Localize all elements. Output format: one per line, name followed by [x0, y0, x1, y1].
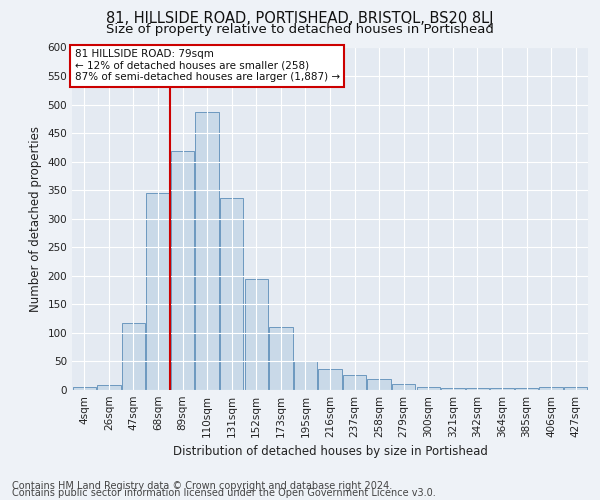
- Bar: [196, 112, 219, 390]
- Bar: [294, 362, 317, 390]
- Bar: [122, 322, 145, 390]
- Text: Contains HM Land Registry data © Crown copyright and database right 2024.: Contains HM Land Registry data © Crown c…: [12, 481, 392, 491]
- Bar: [220, 198, 244, 390]
- Bar: [319, 370, 341, 390]
- Bar: [564, 387, 587, 390]
- Bar: [245, 280, 268, 390]
- Bar: [466, 388, 489, 390]
- Y-axis label: Number of detached properties: Number of detached properties: [29, 126, 42, 312]
- Bar: [392, 384, 415, 390]
- Bar: [269, 327, 293, 390]
- X-axis label: Distribution of detached houses by size in Portishead: Distribution of detached houses by size …: [173, 446, 487, 458]
- Text: 81 HILLSIDE ROAD: 79sqm
← 12% of detached houses are smaller (258)
87% of semi-d: 81 HILLSIDE ROAD: 79sqm ← 12% of detache…: [74, 49, 340, 82]
- Bar: [515, 388, 538, 390]
- Bar: [539, 387, 563, 390]
- Bar: [416, 387, 440, 390]
- Bar: [171, 152, 194, 390]
- Text: Contains public sector information licensed under the Open Government Licence v3: Contains public sector information licen…: [12, 488, 436, 498]
- Bar: [97, 386, 121, 390]
- Bar: [73, 387, 96, 390]
- Text: 81, HILLSIDE ROAD, PORTISHEAD, BRISTOL, BS20 8LJ: 81, HILLSIDE ROAD, PORTISHEAD, BRISTOL, …: [106, 11, 494, 26]
- Bar: [490, 388, 514, 390]
- Text: Size of property relative to detached houses in Portishead: Size of property relative to detached ho…: [106, 22, 494, 36]
- Bar: [343, 375, 366, 390]
- Bar: [367, 379, 391, 390]
- Bar: [146, 193, 170, 390]
- Bar: [441, 388, 464, 390]
